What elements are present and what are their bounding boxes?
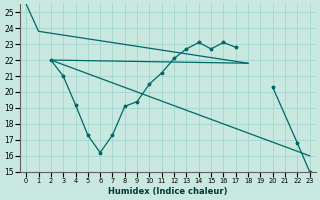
X-axis label: Humidex (Indice chaleur): Humidex (Indice chaleur): [108, 187, 228, 196]
